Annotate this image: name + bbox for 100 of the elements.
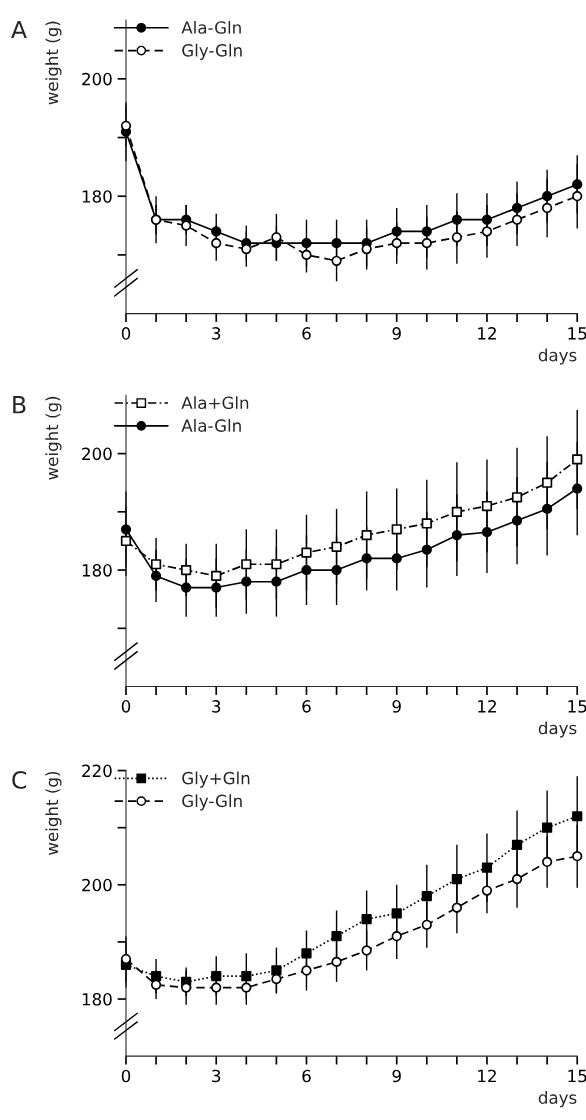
legend-label: Ala+Gln [181,396,249,410]
y-tick-label: 200 [82,447,112,461]
point [331,931,342,942]
x-tick-label: 15 [568,700,586,713]
x-tick-label: 9 [392,700,401,713]
point [542,856,553,868]
x-axis-title: days [538,721,577,738]
point [421,518,432,529]
point [301,238,312,249]
x-tick-label: 15 [568,1069,586,1083]
point [211,226,222,237]
point [511,492,523,503]
legend-label: Gly-Gln [182,794,242,811]
y-axis-title: weight (g) [45,21,62,105]
point [211,982,222,993]
legend-label: Ala-Gln [181,20,241,34]
x-tick-label: 3 [212,327,221,340]
point [331,541,342,552]
point [572,179,583,190]
x-tick-label: 12 [478,1069,496,1083]
legend-label: Gly-Gln [182,43,242,60]
x-tick-label: 12 [478,327,496,340]
point [542,477,553,488]
legend-label: Ala-Gln [181,419,241,432]
point [511,839,523,850]
x-tick-label: 0 [121,1069,131,1083]
point [451,214,463,225]
y-tick-label: 180 [82,564,112,577]
point [150,971,162,982]
point [271,576,282,587]
point [241,243,252,255]
point [391,908,402,919]
point [361,913,372,925]
point [391,553,402,564]
point [271,559,282,570]
chart-title: C [12,770,27,789]
point [481,214,493,225]
x-tick-label: 0 [121,700,131,713]
point [511,873,523,885]
point [511,214,523,225]
point [421,544,432,555]
point [361,530,372,541]
point [331,238,342,249]
point [542,202,553,214]
y-tick-label: 180 [82,190,112,203]
point [481,862,493,873]
point [511,202,523,214]
x-tick-label: 9 [392,327,401,340]
point [301,547,312,558]
point [542,822,553,833]
point [572,454,583,465]
point [331,564,342,576]
y-tick-label: 200 [82,72,112,86]
point [241,559,252,570]
point [421,226,432,237]
point [391,524,402,535]
point [301,965,312,976]
point [391,226,402,237]
point [241,971,252,982]
point [181,564,192,576]
point [481,500,493,512]
point [361,553,372,564]
point [481,226,493,237]
point [120,535,132,547]
point [120,120,132,131]
chart-title: A [11,20,27,39]
point [181,582,192,593]
point [241,982,252,993]
point [572,191,583,202]
point [481,885,493,896]
point [511,515,523,526]
point [542,191,553,202]
point [451,530,463,541]
point [361,945,372,956]
point [391,931,402,942]
point [572,811,583,822]
point [331,956,342,968]
legend-label: Gly+Gln [182,771,250,788]
y-axis-title: weight (g) [45,396,62,480]
point [211,570,222,582]
x-axis-title: days [538,1091,577,1108]
x-axis-title: days [538,348,577,365]
x-tick-label: 6 [302,700,311,713]
point [572,483,583,494]
point [331,255,342,266]
point [451,506,463,517]
point [150,570,162,582]
point [451,232,463,243]
x-tick-label: 15 [568,327,586,340]
point [481,527,493,538]
point [241,576,252,587]
x-tick-label: 3 [212,700,221,713]
y-tick-label: 180 [82,993,112,1006]
point [150,559,162,570]
x-tick-label: 6 [302,327,311,340]
point [301,249,312,261]
chart-title: B [13,396,26,414]
x-tick-label: 3 [212,1069,221,1083]
point [301,564,312,576]
y-tick-label: 200 [82,878,112,892]
